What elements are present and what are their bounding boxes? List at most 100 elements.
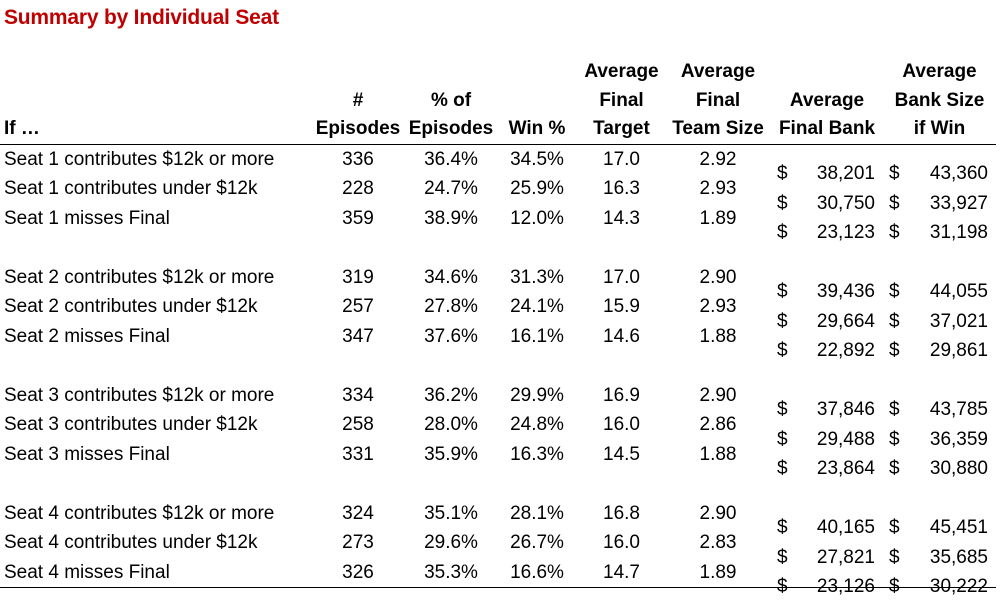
cell-avg-final-target: 16.0 — [603, 532, 640, 553]
table-row: Seat 4 contributes $12k or more 324 35.1% 2… — [0, 499, 996, 539]
cell-avg-final-bank: $38,201 — [771, 144, 883, 184]
spacer-cell — [0, 469, 310, 499]
currency-amount: 30,880 — [929, 458, 988, 480]
cell-avg-team-size: 2.90 — [699, 266, 737, 288]
spacer-cell — [665, 233, 771, 263]
cell-win-pct: 29.9% — [510, 384, 564, 406]
cell-avg-team-size: 2.86 — [699, 414, 737, 435]
table-row: Seat 3 contributes $12k or more 334 36.2% 2… — [0, 381, 996, 421]
currency-amount: 37,021 — [929, 310, 988, 332]
spacer-cell — [496, 233, 578, 263]
cell-win-pct: 26.7% — [510, 532, 564, 553]
currency-symbol: $ — [889, 340, 900, 362]
cell-avg-final-target: 14.3 — [603, 207, 640, 229]
cell-avg-bank-if-win: $36,359 — [883, 410, 996, 450]
table-row: Seat 2 misses Final 347 37.6% 16.1% 14.6 1.88… — [0, 322, 996, 362]
cell-pct-episodes: 24.7% — [424, 178, 478, 199]
cell-avg-team-size: 2.93 — [699, 296, 737, 317]
currency-amount: 40,165 — [816, 517, 875, 539]
currency-amount: 43,360 — [929, 163, 988, 185]
header-avg-final-target: Average Final Target — [578, 58, 665, 145]
table-row: Seat 4 misses Final 326 35.3% 16.6% 14.7 1.89… — [0, 557, 996, 597]
currency-amount: 29,861 — [929, 340, 988, 362]
cell-pct-episodes: 35.1% — [424, 502, 478, 524]
currency-amount: 39,436 — [816, 281, 875, 303]
currency-symbol: $ — [777, 546, 788, 568]
currency-symbol: $ — [889, 310, 900, 332]
cell-win-pct: 31.3% — [510, 266, 564, 288]
cell-avg-bank-if-win: $29,861 — [883, 322, 996, 361]
cell-pct-episodes: 36.2% — [424, 384, 478, 406]
header-avg-bank-if-win: Average Bank Size if Win — [883, 58, 996, 145]
cell-avg-final-bank: $39,436 — [771, 263, 883, 302]
currency-amount: 43,785 — [929, 399, 988, 421]
currency-amount: 23,123 — [816, 222, 875, 244]
cell-pct-episodes: 35.3% — [406, 557, 496, 588]
cell-win-pct: 25.9% — [510, 178, 564, 199]
cell-avg-final-bank: $23,126 — [771, 557, 883, 597]
row-label: Seat 4 misses Final — [0, 557, 310, 588]
cell-win-pct: 12.0% — [510, 207, 564, 229]
cell-episodes: 324 — [342, 502, 374, 524]
cell-pct-episodes: 34.6% — [424, 266, 478, 288]
spacer-cell — [496, 469, 578, 499]
currency-symbol: $ — [777, 517, 788, 539]
cell-avg-team-size: 2.92 — [699, 148, 737, 170]
currency-amount: 30,750 — [816, 192, 875, 214]
header-line: Episodes — [408, 118, 494, 139]
row-label: Seat 1 contributes $12k or more — [4, 148, 275, 170]
cell-episodes: 334 — [342, 384, 374, 406]
cell-episodes: 326 — [310, 557, 406, 588]
cell-avg-final-target: 15.9 — [603, 296, 640, 317]
currency-symbol: $ — [777, 192, 788, 214]
cell-avg-bank-if-win: $37,021 — [883, 292, 996, 332]
cell-pct-episodes: 36.4% — [424, 148, 478, 170]
cell-episodes: 331 — [342, 443, 374, 465]
cell-avg-bank-if-win: $30,880 — [883, 440, 996, 479]
cell-avg-team-size: 2.83 — [699, 532, 737, 553]
header-episodes: # Episodes — [310, 58, 406, 145]
spacer-cell — [310, 351, 406, 381]
currency-amount: 29,488 — [816, 428, 875, 450]
currency-symbol: $ — [889, 517, 900, 539]
page-title: Summary by Individual Seat — [4, 6, 279, 29]
cell-pct-episodes: 29.6% — [424, 532, 478, 553]
spacer-cell — [578, 233, 665, 263]
cell-avg-final-target: 16.3 — [603, 178, 640, 199]
currency-amount: 33,927 — [929, 192, 988, 214]
row-label: Seat 4 contributes under $12k — [4, 532, 258, 553]
header-condition: If … — [0, 58, 310, 145]
cell-avg-final-target: 14.5 — [603, 443, 640, 465]
summary-table: If … # Episodes % of Episodes Win % Average Fin… — [0, 58, 996, 597]
table-body: Seat 1 contributes $12k or more 336 36.4% 3… — [0, 144, 996, 597]
row-label: Seat 3 contributes $12k or more — [4, 384, 275, 406]
header-line: Bank Size — [894, 89, 985, 111]
cell-win-pct: 16.6% — [496, 557, 578, 588]
header-line: if Win — [913, 118, 966, 139]
cell-avg-bank-if-win: $45,451 — [883, 499, 996, 538]
currency-symbol: $ — [889, 163, 900, 185]
table-row: Seat 4 contributes under $12k 273 29.6% 26.… — [0, 528, 996, 568]
currency-symbol: $ — [889, 399, 900, 421]
currency-symbol: $ — [889, 576, 900, 598]
header-line: Average — [902, 61, 977, 82]
row-label: Seat 2 contributes $12k or more — [4, 266, 275, 288]
header-line: Final — [695, 89, 741, 111]
currency-amount: 44,055 — [929, 281, 988, 303]
cell-episodes: 336 — [342, 148, 374, 170]
cell-episodes: 228 — [342, 178, 374, 199]
currency-amount: 23,126 — [816, 576, 875, 598]
cell-avg-final-bank: $40,165 — [771, 499, 883, 538]
cell-avg-final-target: 17.0 — [603, 266, 640, 288]
currency-symbol: $ — [889, 222, 900, 244]
cell-pct-episodes: 38.9% — [424, 207, 478, 229]
cell-pct-episodes: 27.8% — [424, 296, 478, 317]
currency-symbol: $ — [777, 163, 788, 185]
cell-avg-final-target: 16.9 — [603, 384, 640, 406]
header-line: % of — [430, 89, 472, 111]
header-avg-team-size: Average Final Team Size — [665, 58, 771, 145]
table-row: Seat 3 misses Final 331 35.9% 16.3% 14.5 1.88… — [0, 440, 996, 480]
header-pct-episodes: % of Episodes — [406, 58, 496, 145]
cell-avg-final-bank: $23,123 — [771, 204, 883, 243]
spacer-cell — [406, 233, 496, 263]
